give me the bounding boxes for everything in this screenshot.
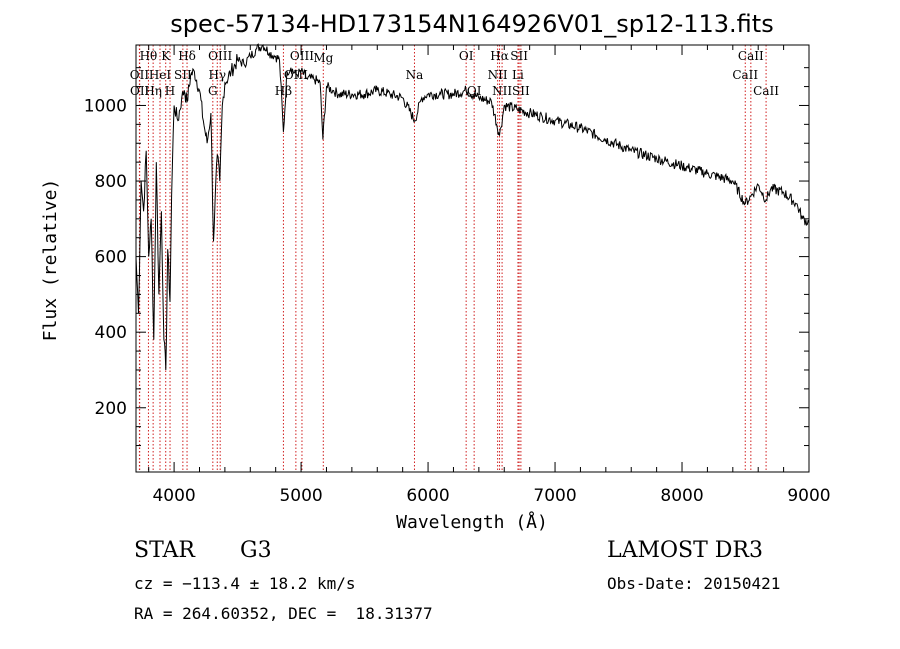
spectral-line-label: Hα: [490, 49, 509, 63]
spectral-line-label: Hβ: [275, 84, 292, 98]
spectral-line-label: Hη: [144, 84, 162, 98]
y-tick-label: 1000: [84, 96, 127, 116]
y-axis-label: Flux (relative): [40, 179, 61, 342]
spectral-line-label: OII: [130, 84, 150, 98]
spectral-line-label: OII: [130, 68, 150, 82]
spectral-line-label: OIII: [208, 49, 232, 63]
spectral-line-label: OIII: [290, 49, 314, 63]
spectrum-series-line: [135, 43, 810, 371]
plot-frame: [135, 44, 810, 473]
spectral-line-label: K: [161, 49, 171, 63]
spectral-line-label: Hθ: [140, 49, 158, 63]
x-tick-label: 6000: [406, 486, 449, 506]
spectral-line-label: Mg: [313, 51, 333, 65]
spectral-line-label: HeI: [149, 68, 172, 82]
x-axis: 4000 5000 6000 7000 8000 9000: [148, 45, 831, 506]
spectral-line-label: NII: [492, 84, 512, 98]
spectral-line-label: CaII: [732, 68, 758, 82]
spectral-line-label: Hδ: [178, 49, 196, 63]
chart-title: spec-57134-HD173154N164926V01_sp12-113.f…: [170, 10, 773, 38]
survey-name: LAMOST DR3: [607, 538, 763, 563]
spectral-line-label: Na: [406, 68, 424, 82]
spectral-line-label: CaII: [753, 84, 779, 98]
spectral-line-label: G: [208, 84, 218, 98]
x-tick-label: 5000: [279, 486, 322, 506]
y-axis: 200 400 600 800 1000: [84, 67, 809, 447]
x-tick-label: 8000: [660, 486, 703, 506]
spectral-line-label: CaII: [738, 49, 764, 63]
object-type: STAR: [134, 538, 195, 563]
spectral-line-label: OI: [459, 49, 474, 63]
spectral-line-label: H: [165, 84, 175, 98]
spectral-line-label: SII: [510, 49, 528, 63]
x-tick-label: 4000: [152, 486, 195, 506]
spectral-line-label: Hγ: [208, 68, 226, 82]
spectral-line-markers: [138, 45, 767, 472]
spectral-line-label: NII: [488, 68, 508, 82]
spectral-line-label: Li: [512, 68, 524, 82]
coordinates: RA = 264.60352, DEC = 18.31377: [134, 604, 433, 623]
y-tick-label: 400: [95, 323, 127, 343]
y-tick-label: 600: [95, 248, 127, 268]
spectral-line-label: SII: [512, 84, 530, 98]
x-tick-label: 7000: [533, 486, 576, 506]
y-tick-label: 200: [95, 399, 127, 419]
observation-date: Obs-Date: 20150421: [607, 574, 781, 593]
spectral-line-label: SII: [174, 68, 192, 82]
x-tick-label: 9000: [787, 486, 830, 506]
x-axis-label: Wavelength (Å): [396, 511, 548, 533]
y-tick-label: 800: [95, 172, 127, 192]
object-subclass: G3: [240, 538, 272, 563]
redshift-cz: cz = −113.4 ± 18.2 km/s: [134, 574, 356, 593]
